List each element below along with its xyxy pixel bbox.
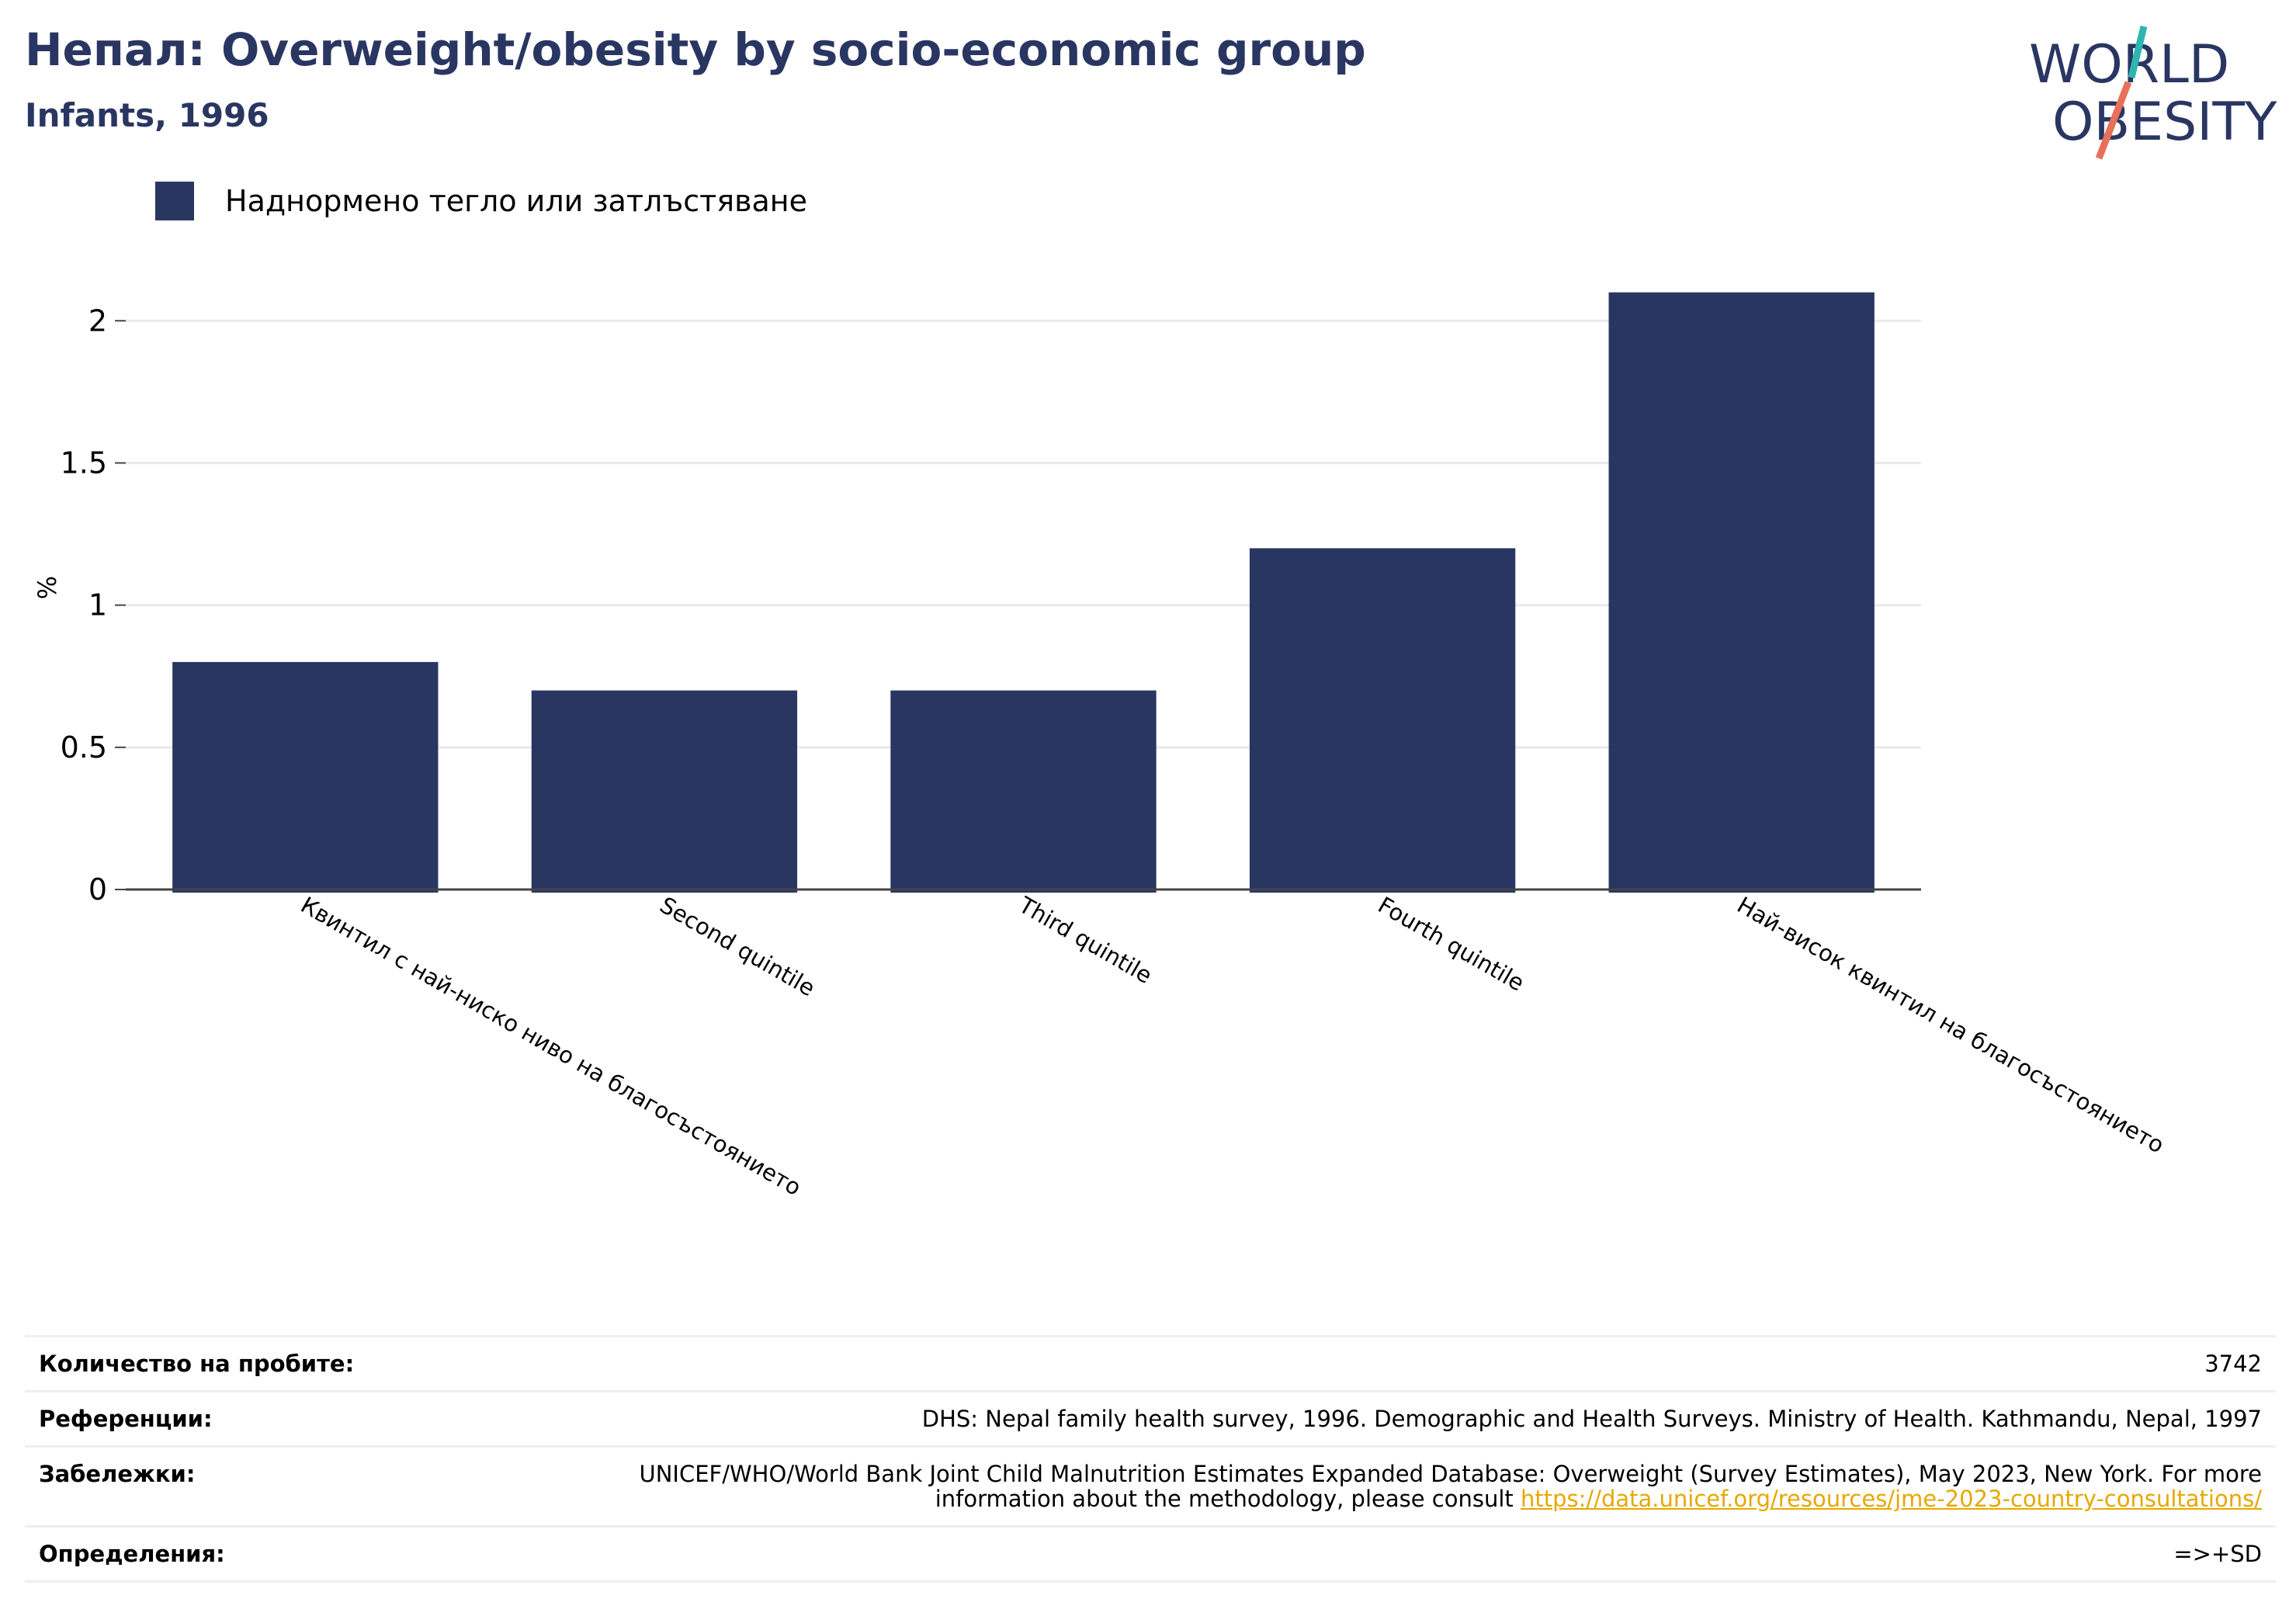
legend-swatch <box>155 182 194 220</box>
world-obesity-logo: WORLD OBESITY <box>2029 25 2277 160</box>
bar <box>172 661 439 893</box>
bar <box>1249 548 1516 893</box>
bar <box>890 690 1157 893</box>
y-tick-label: 0 <box>88 872 107 907</box>
y-tick-label: 1 <box>88 588 107 622</box>
meta-row-notes: Забележки: UNICEF/WHO/World Bank Joint C… <box>25 1445 2276 1525</box>
x-tick-label: Най-висок квинтил на благосъстоянието <box>1732 892 2169 1159</box>
legend: Наднормено тегло или затлъстяване <box>155 182 807 220</box>
notes-text: UNICEF/WHO/World Bank Joint Child Malnut… <box>639 1461 2262 1512</box>
references-value: DHS: Nepal family health survey, 1996. D… <box>921 1406 2262 1432</box>
logo-line2: OBESITY <box>2052 92 2277 153</box>
meta-row-references: Референции: DHS: Nepal family health sur… <box>25 1390 2276 1445</box>
sample-size-label: Количество на пробите: <box>39 1351 355 1377</box>
metadata-table: Количество на пробите: 3742 Референции: … <box>25 1335 2276 1583</box>
x-tick-label: Fourth quintile <box>1374 892 1529 997</box>
x-tick-label: Second quintile <box>655 892 819 1002</box>
notes-label: Забележки: <box>39 1461 196 1487</box>
methodology-link[interactable]: https://data.unicef.org/resources/jme-20… <box>1521 1486 2262 1512</box>
bar <box>1608 292 1875 893</box>
chart-title: Непал: Overweight/obesity by socio-econo… <box>25 23 1366 76</box>
chart-subtitle: Infants, 1996 <box>25 96 269 134</box>
bar-chart: 00.511.52%Квинтил с най-ниско ниво на бл… <box>33 292 2169 1201</box>
y-tick-label: 1.5 <box>61 446 107 480</box>
y-tick-label: 2 <box>88 303 107 338</box>
y-axis-label: % <box>33 576 62 599</box>
meta-row-definitions: Определения: =>+SD <box>25 1525 2276 1583</box>
definitions-label: Определения: <box>39 1541 225 1567</box>
legend-label: Наднормено тегло или затлъстяване <box>225 184 807 218</box>
references-label: Референции: <box>39 1406 213 1432</box>
x-tick-label: Third quintile <box>1014 891 1157 989</box>
sample-size-value: 3742 <box>2204 1351 2262 1377</box>
bar <box>531 690 798 893</box>
meta-row-sample-size: Количество на пробите: 3742 <box>25 1335 2276 1390</box>
definitions-value: =>+SD <box>2173 1541 2262 1567</box>
logo-coral-slash <box>2095 81 2132 160</box>
logo-teal-slash <box>2128 25 2148 79</box>
notes-value: UNICEF/WHO/World Bank Joint Child Malnut… <box>515 1462 2262 1511</box>
y-tick-label: 0.5 <box>61 730 107 765</box>
